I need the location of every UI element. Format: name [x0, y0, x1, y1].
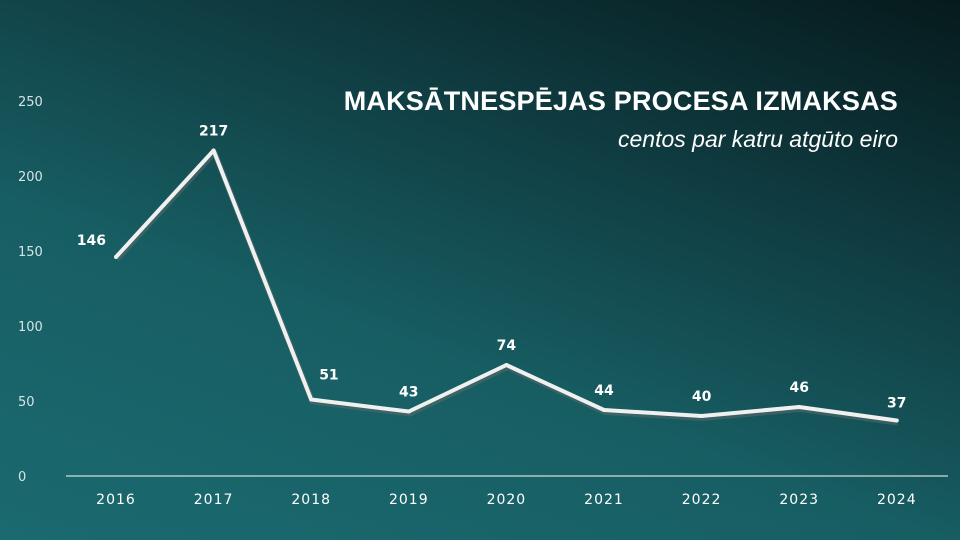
y-tick-label: 200: [18, 170, 43, 185]
y-tick-label: 150: [18, 245, 43, 260]
x-tick-label: 2016: [96, 492, 136, 508]
data-point: [309, 397, 314, 402]
data-label: 51: [319, 368, 338, 384]
y-tick-label: 250: [18, 95, 43, 110]
data-label: 46: [789, 380, 808, 396]
data-label: 74: [497, 338, 517, 354]
data-label: 44: [594, 383, 614, 399]
data-label: 40: [692, 389, 712, 405]
x-tick-label: 2021: [584, 492, 624, 508]
y-tick-label: 0: [18, 470, 26, 485]
data-point: [211, 148, 216, 153]
x-tick-label: 2023: [779, 492, 819, 508]
data-point: [114, 255, 118, 259]
data-label: 217: [199, 124, 228, 140]
data-point: [894, 418, 899, 423]
x-tick-label: 2024: [877, 492, 917, 508]
series-line-shadow: [114, 149, 899, 426]
data-point: [406, 409, 411, 414]
data-point: [602, 408, 606, 412]
x-tick-label: 2022: [682, 492, 722, 508]
x-tick-label: 2017: [194, 492, 234, 508]
y-tick-label: 50: [18, 395, 35, 410]
data-point: [504, 363, 509, 367]
chart-subtitle: centos par katru atgūto eiro: [618, 126, 898, 152]
chart-title: MAKSĀTNESPĒJAS PROCESA IZMAKSAS: [343, 86, 898, 116]
data-label: 37: [887, 396, 906, 412]
y-tick-label: 100: [18, 320, 43, 335]
data-point: [797, 405, 802, 409]
data-label: 43: [399, 385, 418, 401]
data-label: 146: [77, 233, 106, 249]
x-tick-label: 2020: [487, 492, 527, 508]
x-tick-label: 2019: [389, 492, 429, 508]
x-tick-label: 2018: [291, 492, 331, 508]
data-point: [699, 414, 704, 418]
